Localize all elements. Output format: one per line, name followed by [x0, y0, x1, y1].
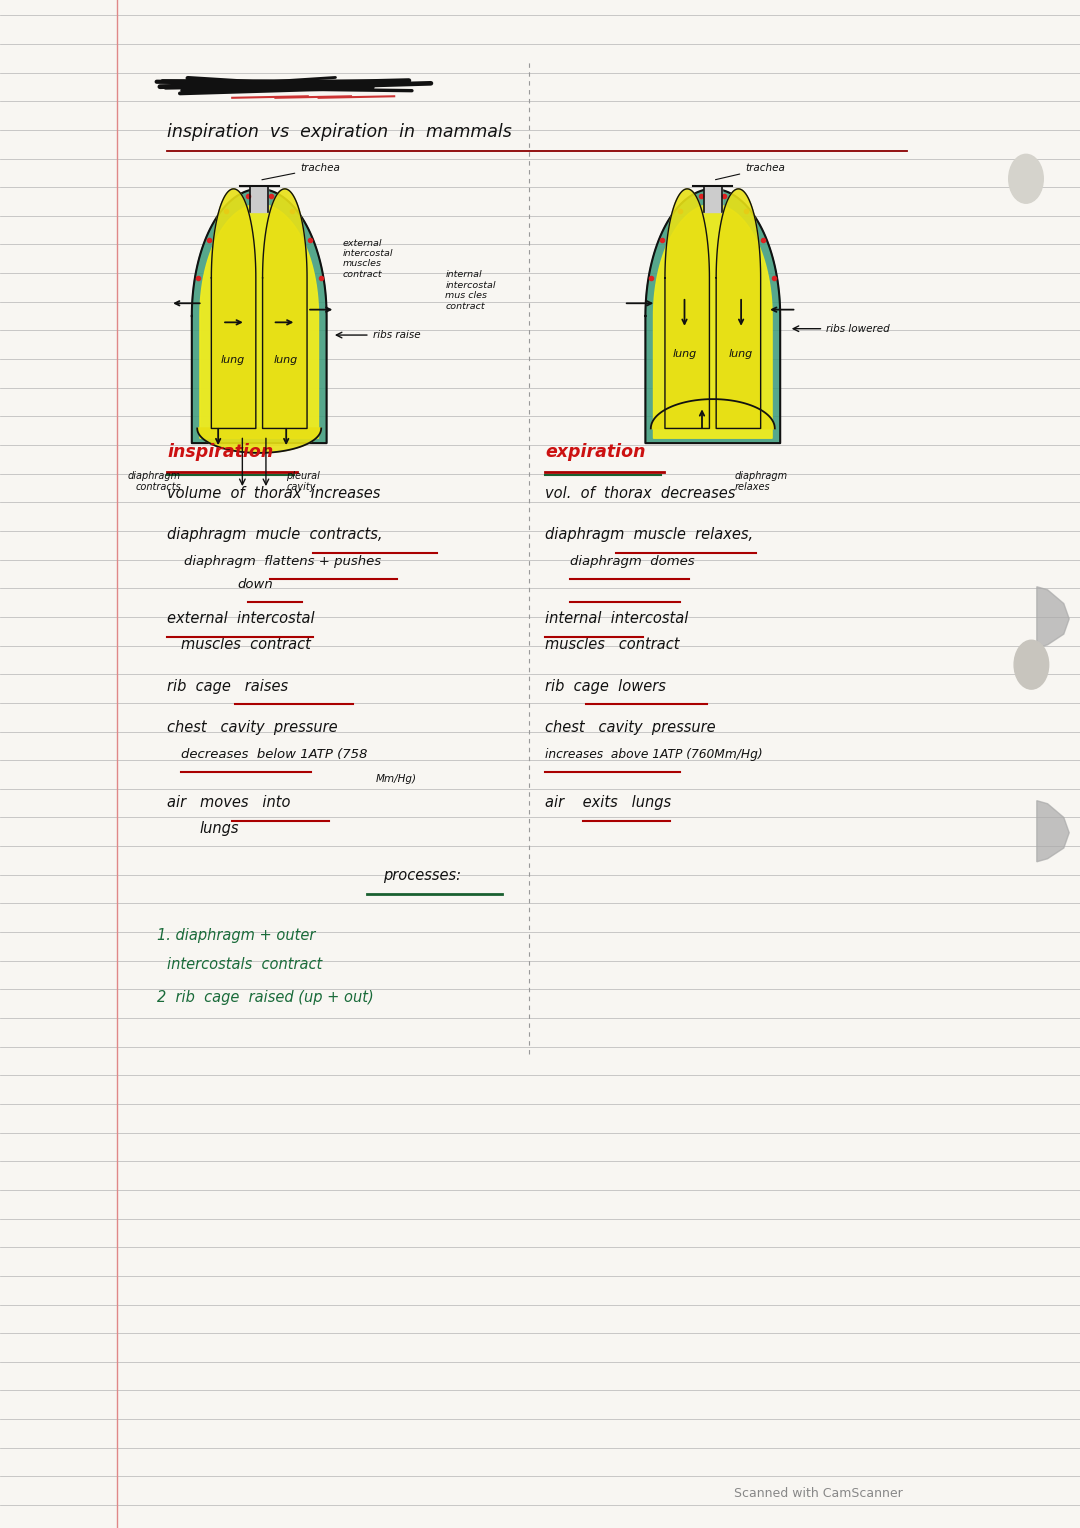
Text: air   moves   into: air moves into: [167, 795, 291, 810]
Text: trachea: trachea: [262, 163, 340, 180]
Text: diaphragm  muscle  relaxes,: diaphragm muscle relaxes,: [545, 527, 754, 542]
Text: pleural
cavity: pleural cavity: [286, 471, 320, 492]
Text: 2  rib  cage  raised (up + out): 2 rib cage raised (up + out): [157, 990, 374, 1005]
Text: 1. diaphragm + outer: 1. diaphragm + outer: [157, 927, 315, 943]
Text: air    exits   lungs: air exits lungs: [545, 795, 672, 810]
Text: vol.  of  thorax  decreases: vol. of thorax decreases: [545, 486, 735, 501]
Text: muscles  contract: muscles contract: [181, 637, 311, 652]
Polygon shape: [198, 428, 321, 452]
Text: lung: lung: [220, 356, 244, 365]
Text: lung: lung: [673, 348, 697, 359]
Text: external
intercostal
muscles
contract: external intercostal muscles contract: [342, 238, 393, 280]
Circle shape: [1009, 154, 1043, 203]
Polygon shape: [192, 189, 326, 443]
Text: rib  cage   raises: rib cage raises: [167, 678, 288, 694]
Text: diaphragm  flattens + pushes: diaphragm flattens + pushes: [184, 555, 381, 568]
Text: diaphragm
contracts: diaphragm contracts: [127, 471, 181, 492]
Polygon shape: [262, 189, 307, 428]
Polygon shape: [1037, 587, 1069, 648]
Text: internal  intercostal: internal intercostal: [545, 611, 689, 626]
Circle shape: [1014, 640, 1049, 689]
Text: inspiration  vs  expiration  in  mammals: inspiration vs expiration in mammals: [167, 122, 512, 141]
Text: ribs lowered: ribs lowered: [825, 324, 889, 333]
Polygon shape: [1037, 801, 1069, 862]
Text: chest   cavity  pressure: chest cavity pressure: [167, 720, 338, 735]
Polygon shape: [212, 189, 256, 428]
Text: increases  above 1ATP (760Mm/Hg): increases above 1ATP (760Mm/Hg): [545, 747, 764, 761]
Text: diaphragm  mucle  contracts,: diaphragm mucle contracts,: [167, 527, 383, 542]
Polygon shape: [653, 205, 772, 439]
Text: internal
intercostal
mus cles
contract: internal intercostal mus cles contract: [445, 270, 496, 310]
Polygon shape: [651, 399, 774, 428]
Text: intercostals  contract: intercostals contract: [167, 957, 323, 972]
Text: diaphragm  domes: diaphragm domes: [570, 555, 694, 568]
Text: external  intercostal: external intercostal: [167, 611, 315, 626]
Text: ribs raise: ribs raise: [373, 330, 420, 341]
Text: expiration: expiration: [545, 443, 646, 461]
Text: down: down: [238, 578, 273, 591]
Polygon shape: [716, 189, 760, 428]
Text: rib  cage  lowers: rib cage lowers: [545, 678, 666, 694]
Text: diaphragm
relaxes: diaphragm relaxes: [734, 471, 787, 492]
Text: lung: lung: [729, 348, 753, 359]
Polygon shape: [646, 189, 780, 443]
Text: lung: lung: [274, 356, 298, 365]
Text: lungs: lungs: [200, 821, 240, 836]
Polygon shape: [200, 205, 319, 439]
Text: chest   cavity  pressure: chest cavity pressure: [545, 720, 716, 735]
Text: Mm/Hg): Mm/Hg): [376, 773, 417, 784]
Text: muscles   contract: muscles contract: [545, 637, 680, 652]
Text: trachea: trachea: [716, 163, 785, 180]
Polygon shape: [665, 189, 710, 428]
Text: inspiration: inspiration: [167, 443, 273, 461]
Text: decreases  below 1ATP (758: decreases below 1ATP (758: [181, 747, 368, 761]
Text: Scanned with CamScanner: Scanned with CamScanner: [734, 1487, 903, 1500]
Text: volume  of  thorax  increases: volume of thorax increases: [167, 486, 381, 501]
Text: processes:: processes:: [383, 868, 461, 883]
